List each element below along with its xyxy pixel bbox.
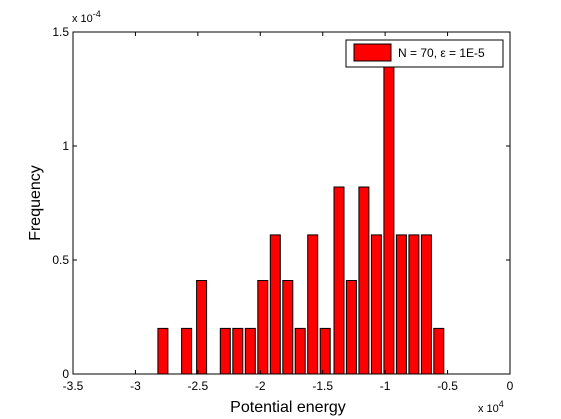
histogram-bar — [157, 327, 169, 375]
y-tick-label: 0.5 — [52, 253, 69, 267]
legend: N = 70, ε = 1E-5 — [345, 39, 504, 68]
histogram-bar — [307, 234, 319, 375]
histogram-bar — [269, 234, 281, 375]
y-tick-label: 1.5 — [52, 25, 69, 39]
histogram-bar — [244, 327, 256, 375]
y-tick-label: 1 — [62, 139, 69, 153]
legend-swatch — [353, 43, 392, 62]
histogram-bar — [395, 234, 407, 375]
y-multiplier-exponent: -4 — [93, 9, 101, 19]
histogram-bar — [358, 186, 370, 375]
histogram-bar — [420, 234, 432, 375]
x-tick-label: -3 — [130, 379, 141, 393]
histogram-bar — [196, 280, 208, 375]
histogram-bar — [181, 327, 193, 375]
histogram-bar — [333, 186, 345, 375]
bars-group — [157, 61, 445, 375]
x-axis-label: Potential energy — [230, 399, 346, 416]
x-tick-label: -2.5 — [188, 379, 209, 393]
x-tick-label: -2 — [255, 379, 266, 393]
x-tick-label: -3.5 — [63, 379, 84, 393]
x-tick-label: -0.5 — [437, 379, 458, 393]
axes-frame — [72, 31, 511, 375]
y-tick-label: 0 — [62, 367, 69, 381]
x-multiplier-exponent: 4 — [499, 399, 504, 409]
x-ticks-group: -3.5 -3 -2.5 -2 -1.5 -1 -0.5 0 — [63, 32, 514, 393]
x-multiplier-label: x 104 — [478, 399, 504, 415]
x-tick-label: -1.5 — [312, 379, 333, 393]
histogram-bar — [433, 327, 445, 375]
x-tick-label: 0 — [507, 379, 514, 393]
histogram-bar — [345, 280, 357, 375]
histogram-bar — [408, 234, 420, 375]
legend-label: N = 70, ε = 1E-5 — [398, 46, 485, 60]
y-ticks-group: 0 0.5 1 1.5 — [52, 25, 510, 381]
histogram-bar — [383, 61, 395, 375]
histogram-bar — [319, 327, 331, 375]
y-axis-label: Frequency — [27, 165, 44, 241]
histogram-bar — [294, 327, 306, 375]
histogram-bar — [257, 280, 269, 375]
x-tick-label: -1 — [380, 379, 391, 393]
histogram-bar — [232, 327, 244, 375]
y-multiplier-label: x 10-4 — [72, 9, 101, 25]
histogram-bar — [219, 327, 231, 375]
histogram-bar — [370, 234, 382, 375]
histogram-bar — [282, 280, 294, 375]
